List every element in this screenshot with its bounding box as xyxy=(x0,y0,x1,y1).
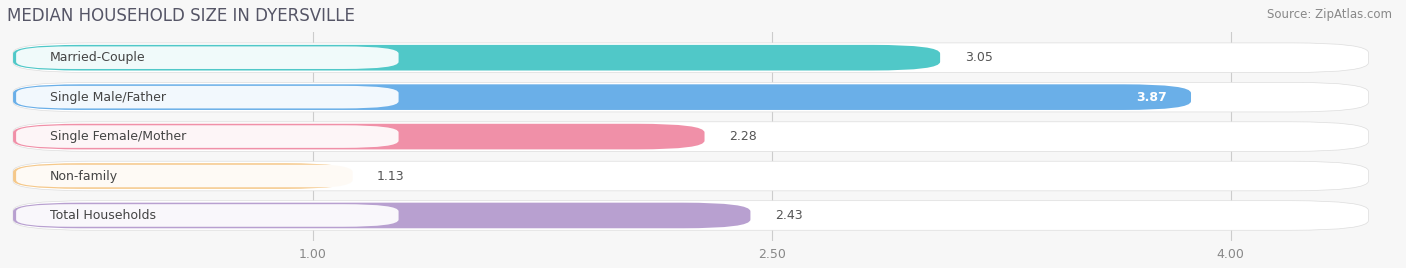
FancyBboxPatch shape xyxy=(13,84,1191,110)
Text: 3.05: 3.05 xyxy=(965,51,993,64)
Text: Single Female/Mother: Single Female/Mother xyxy=(49,130,186,143)
FancyBboxPatch shape xyxy=(13,82,1368,112)
FancyBboxPatch shape xyxy=(13,45,941,70)
FancyBboxPatch shape xyxy=(15,86,398,109)
Text: 2.28: 2.28 xyxy=(728,130,756,143)
FancyBboxPatch shape xyxy=(13,122,1368,151)
Text: 3.87: 3.87 xyxy=(1136,91,1167,104)
Text: 1.13: 1.13 xyxy=(377,170,405,183)
FancyBboxPatch shape xyxy=(15,125,398,148)
FancyBboxPatch shape xyxy=(13,124,704,149)
Text: Married-Couple: Married-Couple xyxy=(49,51,145,64)
FancyBboxPatch shape xyxy=(15,204,398,227)
Text: Single Male/Father: Single Male/Father xyxy=(49,91,166,104)
Text: 2.43: 2.43 xyxy=(775,209,803,222)
FancyBboxPatch shape xyxy=(15,46,398,69)
Text: MEDIAN HOUSEHOLD SIZE IN DYERSVILLE: MEDIAN HOUSEHOLD SIZE IN DYERSVILLE xyxy=(7,7,354,25)
Text: Non-family: Non-family xyxy=(49,170,118,183)
FancyBboxPatch shape xyxy=(13,161,1368,191)
FancyBboxPatch shape xyxy=(15,165,398,187)
FancyBboxPatch shape xyxy=(13,201,1368,230)
Text: Total Households: Total Households xyxy=(49,209,156,222)
FancyBboxPatch shape xyxy=(13,203,751,228)
FancyBboxPatch shape xyxy=(13,163,353,189)
Text: Source: ZipAtlas.com: Source: ZipAtlas.com xyxy=(1267,8,1392,21)
FancyBboxPatch shape xyxy=(13,43,1368,72)
